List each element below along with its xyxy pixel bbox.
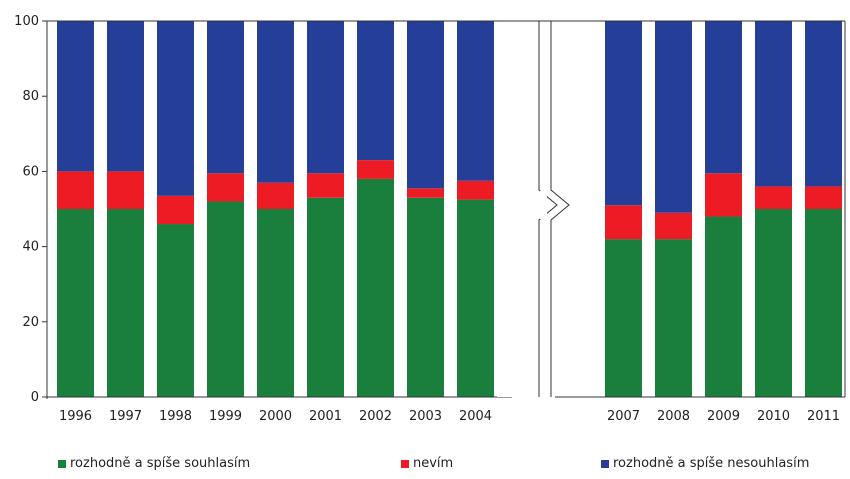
x-tick-label-2003: 2003	[409, 409, 442, 424]
break-line-left	[538, 21, 558, 397]
bar-segment-1996-2	[57, 21, 94, 172]
bar-segment-2000-0	[257, 209, 294, 397]
bars	[57, 21, 842, 397]
x-tick-label-2007: 2007	[607, 409, 640, 424]
bar-segment-1998-2	[157, 21, 194, 196]
legend-label-agree: rozhodně a spíše souhlasím	[70, 456, 251, 471]
bar-segment-1997-1	[107, 171, 144, 209]
bar-segment-2004-2	[457, 21, 494, 181]
x-tick-label-1998: 1998	[159, 409, 192, 424]
bar-segment-1996-1	[57, 171, 94, 209]
y-tick-label: 80	[22, 89, 39, 104]
bar-segment-2001-1	[307, 173, 344, 198]
x-tick-label-1996: 1996	[59, 409, 92, 424]
y-tick-label: 60	[22, 164, 39, 179]
bar-segment-2002-1	[357, 160, 394, 179]
x-tick-label-2008: 2008	[657, 409, 690, 424]
bar-segment-1998-0	[157, 224, 194, 397]
bar-segment-2007-2	[605, 21, 642, 206]
bar-segment-2011-0	[805, 209, 842, 397]
bar-segment-2010-0	[755, 209, 792, 397]
bar-segment-1999-1	[207, 173, 244, 202]
legend-swatch-disagree	[601, 459, 609, 468]
y-tick-label: 100	[14, 14, 39, 29]
bar-segment-2004-1	[457, 180, 494, 200]
bar-segment-2002-2	[357, 21, 394, 161]
bar-segment-2001-0	[307, 197, 344, 397]
bar-segment-2011-2	[805, 21, 842, 187]
break-line-right	[550, 21, 570, 397]
legend-item-dont-know: nevím	[401, 456, 453, 471]
bar-segment-2007-0	[605, 239, 642, 397]
y-axis: 0 20 40 60 80 100	[14, 14, 48, 405]
legend-item-agree: rozhodně a spíše souhlasím	[58, 456, 250, 471]
axis-break	[47, 20, 846, 397]
bar-segment-2009-1	[705, 173, 742, 217]
bar-segment-1999-2	[207, 21, 244, 174]
legend: rozhodně a spíše souhlasím nevím rozhodn…	[0, 456, 850, 476]
bar-segment-2003-1	[407, 188, 444, 198]
bar-segment-2002-0	[357, 178, 394, 397]
bar-segment-2008-1	[655, 212, 692, 240]
bar-segment-1997-2	[107, 21, 144, 172]
bar-segment-2003-0	[407, 197, 444, 397]
bar-segment-2008-0	[655, 239, 692, 397]
legend-label-dont-know: nevím	[413, 456, 454, 471]
x-tick-label-1999: 1999	[209, 409, 242, 424]
bar-segment-1999-0	[207, 201, 244, 397]
bar-segment-2011-1	[805, 186, 842, 209]
x-tick-label-2009: 2009	[707, 409, 740, 424]
y-tick-label: 0	[31, 390, 39, 405]
bar-segment-2004-0	[457, 199, 494, 397]
bar-segment-2010-2	[755, 21, 792, 187]
bar-segment-1997-0	[107, 209, 144, 397]
x-tick-label-2004: 2004	[459, 409, 492, 424]
bar-segment-2009-0	[705, 216, 742, 397]
bar-segment-2001-2	[307, 21, 344, 174]
x-tick-label-2010: 2010	[757, 409, 790, 424]
bar-segment-2008-2	[655, 21, 692, 213]
break-gap-fill	[540, 191, 547, 219]
bar-segment-2007-1	[605, 205, 642, 240]
legend-item-disagree: rozhodně a spíše nesouhlasím	[601, 456, 809, 471]
bar-segment-2000-2	[257, 21, 294, 183]
bar-segment-1996-0	[57, 209, 94, 397]
y-tick-label: 20	[22, 315, 39, 330]
x-tick-label-1997: 1997	[109, 409, 142, 424]
x-axis: 1996 1997 1998 1999 2000 2001 2002 2003 2004 2007…	[47, 396, 845, 424]
legend-swatch-agree	[58, 459, 66, 468]
bar-segment-2009-2	[705, 21, 742, 174]
x-tick-label-2002: 2002	[359, 409, 392, 424]
bar-segment-1998-1	[157, 195, 194, 225]
bar-segment-2003-2	[407, 21, 444, 189]
y-tick-label: 40	[22, 240, 39, 255]
bar-segment-2010-1	[755, 186, 792, 209]
x-tick-label-2011: 2011	[807, 409, 840, 424]
legend-label-disagree: rozhodně a spíše nesouhlasím	[613, 456, 810, 471]
legend-swatch-dont-know	[401, 459, 409, 468]
x-tick-label-2000: 2000	[259, 409, 292, 424]
bar-segment-2000-1	[257, 182, 294, 209]
x-tick-label-2001: 2001	[309, 409, 342, 424]
